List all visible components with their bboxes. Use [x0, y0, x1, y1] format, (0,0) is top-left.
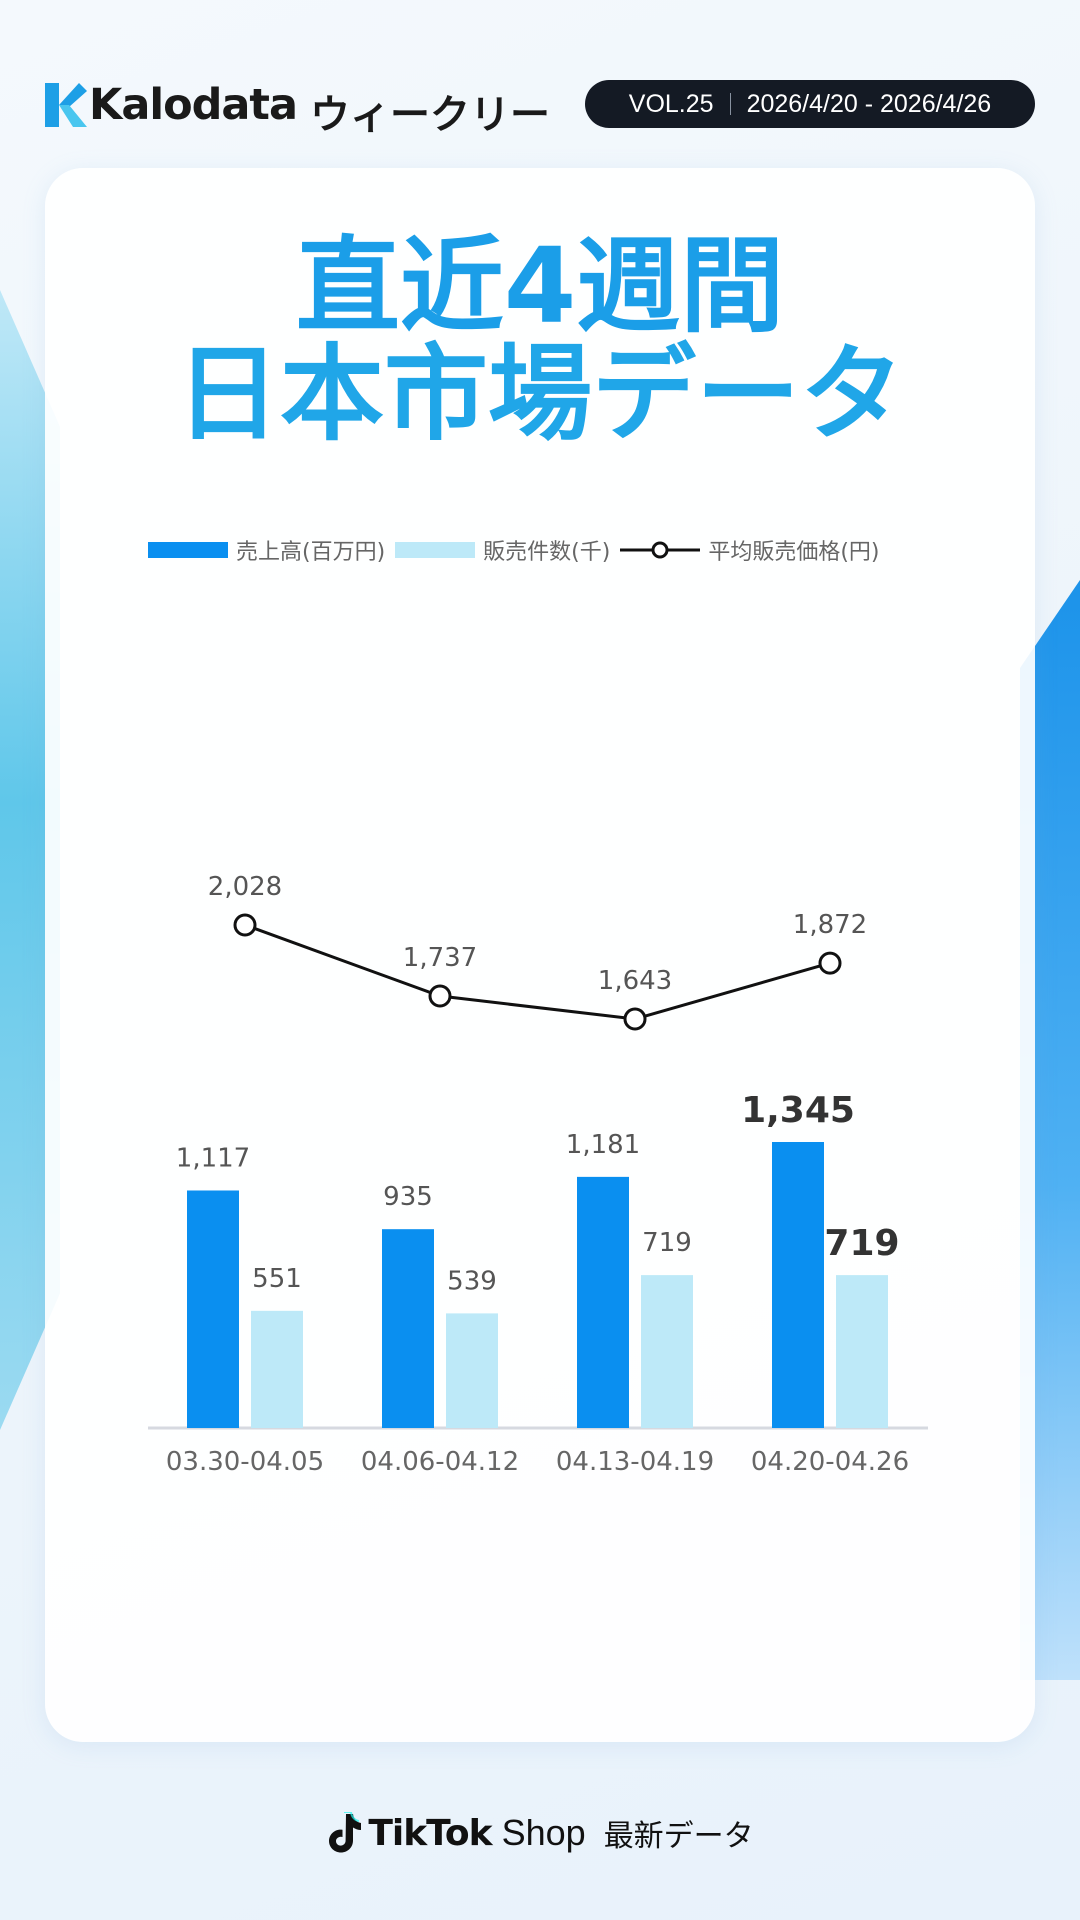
- x-tick-label: 04.13-04.19: [556, 1447, 714, 1477]
- bar-units: [836, 1275, 888, 1428]
- header: Kalodata ウィークリー VOL.25 2026/4/20 - 2026/…: [45, 78, 1035, 138]
- volume-number: VOL.25: [628, 89, 714, 118]
- volume-badge: VOL.25 2026/4/20 - 2026/4/26: [585, 80, 1035, 128]
- brand-name: Kalodata: [89, 80, 298, 130]
- avg-price-point: [233, 913, 257, 937]
- avg-price-point: [428, 984, 452, 1008]
- data-label-avg-price: 1,872: [793, 910, 867, 940]
- data-label-avg-price: 2,028: [208, 872, 282, 902]
- volume-divider: [729, 93, 731, 115]
- bar-sales: [577, 1176, 629, 1428]
- data-label-sales: 935: [383, 1182, 433, 1212]
- legend-swatch-avg-price: [620, 541, 701, 559]
- legend-swatch-sales: [148, 542, 228, 558]
- bar-units: [251, 1310, 303, 1428]
- legend-label-sales: 売上高(百万円): [236, 540, 386, 565]
- bar-sales: [382, 1229, 434, 1428]
- legend-label-avg-price: 平均販売価格(円): [708, 540, 880, 565]
- tiktok-brand: TikTok: [368, 1812, 492, 1854]
- x-tick-label: 04.06-04.12: [361, 1447, 519, 1477]
- data-label-units: 719: [824, 1223, 899, 1264]
- avg-price-point: [818, 951, 842, 975]
- content-card: [45, 168, 1035, 1742]
- avg-price-point: [623, 1007, 647, 1031]
- legend-item-avg-price: 平均販売価格(円): [620, 534, 880, 566]
- bar-sales: [187, 1190, 239, 1428]
- bar-units: [446, 1313, 498, 1428]
- kalodata-logo: Kalodata: [45, 80, 298, 130]
- data-label-units: 719: [642, 1228, 692, 1258]
- latest-data-label: 最新データ: [603, 1819, 754, 1854]
- data-label-avg-price: 1,737: [403, 943, 477, 973]
- data-label-sales: 1,117: [176, 1143, 250, 1173]
- x-tick-label: 03.30-04.05: [166, 1447, 324, 1477]
- page-title-line2: 日本市場データ: [175, 333, 904, 455]
- legend-item-sales: 売上高(百万円): [148, 534, 385, 566]
- data-label-sales: 1,181: [566, 1130, 640, 1160]
- footer: TikTok Shop 最新データ: [0, 1808, 1080, 1858]
- data-label-sales: 1,345: [741, 1090, 855, 1131]
- weekly-label: ウィークリー: [310, 92, 550, 138]
- data-label-avg-price: 1,643: [598, 966, 672, 996]
- x-tick-label: 04.20-04.26: [751, 1447, 909, 1477]
- kalodata-k-icon: [45, 83, 87, 127]
- date-range: 2026/4/20 - 2026/4/26: [746, 89, 992, 118]
- data-label-units: 551: [252, 1264, 302, 1294]
- legend-item-units: 販売件数(千): [395, 534, 610, 566]
- data-label-units: 539: [447, 1266, 497, 1296]
- bar-sales: [772, 1142, 824, 1428]
- tiktok-note-icon: [329, 1812, 362, 1853]
- legend-label-units: 販売件数(千): [483, 540, 611, 565]
- page-title-line1: 直近4週間: [295, 225, 785, 347]
- bar-units: [641, 1275, 693, 1428]
- tiktok-shop-label: Shop: [501, 1812, 586, 1853]
- chart-legend: 売上高(百万円) 販売件数(千) 平均販売価格(円): [148, 530, 890, 570]
- legend-swatch-units: [395, 542, 476, 558]
- avg-price-line: [244, 923, 831, 1021]
